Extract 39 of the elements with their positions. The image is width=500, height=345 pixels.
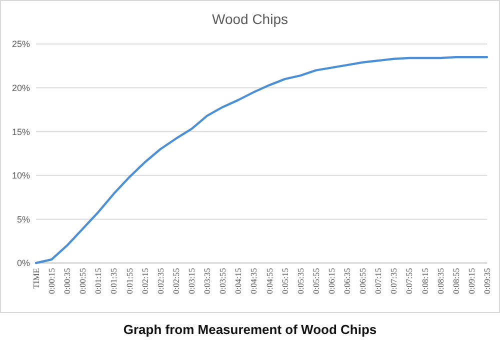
x-tick-label: 0:04:35	[248, 268, 259, 294]
x-tick-label: 0:00:55	[78, 268, 88, 294]
line-series	[34, 56, 488, 264]
x-tick-label: 0:02:15	[140, 268, 150, 294]
x-tick-label: 0:05:15	[280, 268, 290, 294]
y-tick-label: 10%	[12, 170, 30, 181]
y-tick-label: 15%	[12, 126, 30, 137]
x-tick-label: 0:03:35	[202, 268, 212, 294]
x-tick-label: 0:02:35	[155, 268, 166, 294]
x-tick-label: 0:04:55	[264, 268, 274, 294]
x-tick-label: 0:00:15	[46, 268, 57, 294]
x-tick-label: 0:05:35	[295, 268, 306, 294]
x-tick-label: 0:06:15	[326, 268, 336, 294]
x-tick-label: 0:07:15	[373, 268, 384, 294]
x-tick-label: 0:06:55	[358, 268, 368, 294]
x-tick-label: 0:09:15	[466, 268, 476, 294]
x-tick-label: 0:03:15	[186, 268, 196, 294]
y-tick-label: 5%	[16, 214, 30, 224]
text: Graph from Measurement of Wood Chips	[123, 322, 377, 337]
x-tick-label: 0:08:35	[435, 268, 446, 294]
y-tick-label: 20%	[12, 82, 30, 93]
x-tick-label: TIME	[30, 268, 41, 289]
x-tick-label: 0:03:55	[218, 268, 228, 294]
y-tick-label: 25%	[12, 39, 30, 50]
x-tick-label: 0:07:55	[404, 268, 414, 294]
x-tick-label: 0:00:35	[62, 268, 72, 294]
x-tick-label: 0:01:35	[108, 268, 119, 294]
x-tick-label: 0:04:15	[233, 268, 244, 294]
x-tick-label: 0:08:55	[450, 268, 461, 294]
x-tick-label: 0:01:55	[124, 268, 134, 294]
chart-title: Wood Chips	[212, 11, 288, 27]
x-tick-label: 0:01:15	[93, 268, 104, 294]
x-tick-label: 0:09:35	[482, 268, 492, 294]
x-tick-label: 0:06:35	[342, 268, 352, 294]
x-tick-label: 0:05:55	[310, 268, 321, 294]
x-tick-label: 0:08:15	[420, 268, 430, 294]
y-tick-label: 0%	[16, 258, 30, 268]
x-tick-label: 0:02:55	[170, 268, 181, 294]
x-tick-label: 0:07:35	[388, 268, 399, 294]
